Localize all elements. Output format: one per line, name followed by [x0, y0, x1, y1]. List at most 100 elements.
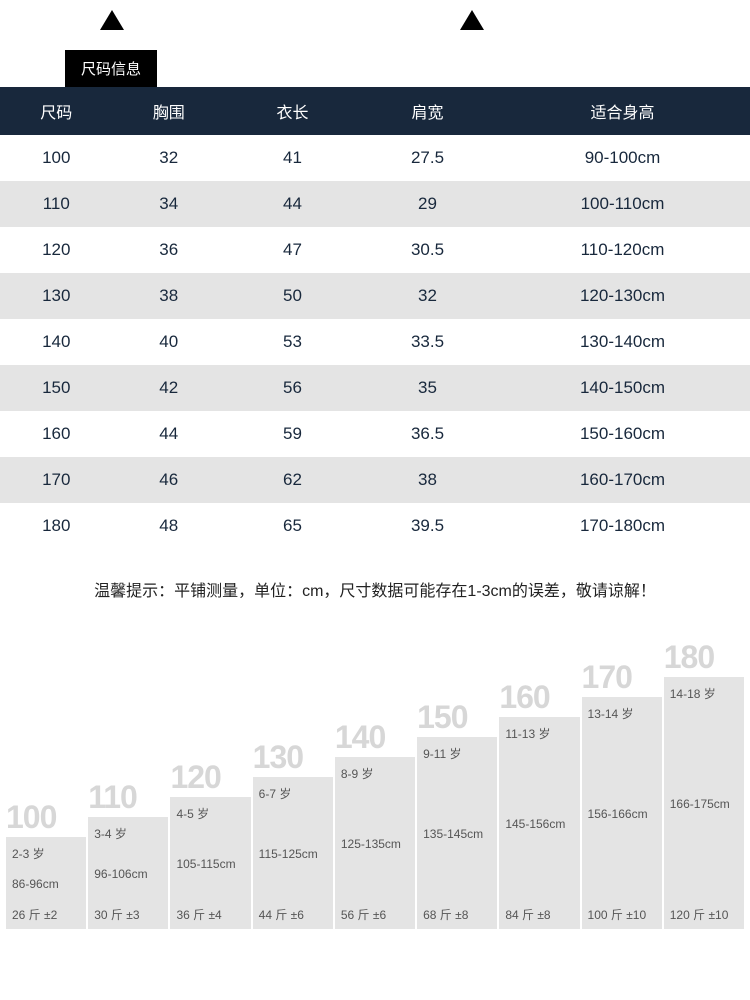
bar-height-label: 96-106cm	[94, 867, 162, 881]
table-cell: 42	[113, 365, 226, 411]
bar-height-label: 115-125cm	[259, 847, 327, 861]
bar-rect: 13-14 岁156-166cm100 斤 ±10	[582, 697, 662, 929]
bar-column: 110 3-4 岁 96-106cm 30 斤 ±3	[88, 781, 168, 929]
table-cell: 50	[225, 273, 360, 319]
bar-height-label: 166-175cm	[670, 797, 738, 811]
table-cell: 100-110cm	[495, 181, 750, 227]
table-cell: 170-180cm	[495, 503, 750, 549]
table-header-row: 尺码 胸围 衣长 肩宽 适合身高	[0, 87, 750, 135]
bar-weight-label: 68 斤 ±8	[423, 906, 491, 923]
col-header-chest: 胸围	[113, 87, 226, 135]
table-cell: 38	[113, 273, 226, 319]
table-cell: 35	[360, 365, 495, 411]
bar-size-label: 100	[6, 801, 86, 833]
table-cell: 34	[113, 181, 226, 227]
bar-rect: 9-11 岁 135-145cm 68 斤 ±8	[417, 737, 497, 929]
table-row: 120364730.5110-120cm	[0, 227, 750, 273]
bar-column: 1306-7 岁115-125cm44 斤 ±6	[253, 741, 333, 929]
table-cell: 39.5	[360, 503, 495, 549]
bar-column: 180 14-18 岁 166-175cm 120 斤 ±10	[664, 641, 744, 929]
bar-size-label: 150	[417, 701, 497, 733]
bar-column: 120 4-5 岁 105-115cm 36 斤 ±4	[170, 761, 250, 929]
table-cell: 160-170cm	[495, 457, 750, 503]
bar-age-label: 6-7 岁	[259, 785, 327, 802]
bar-size-label: 180	[664, 641, 744, 673]
table-cell: 36	[113, 227, 226, 273]
table-cell: 160	[0, 411, 113, 457]
table-cell: 110-120cm	[495, 227, 750, 273]
bar-rect: 11-13 岁 145-156cm 84 斤 ±8	[499, 717, 579, 929]
bar-rect: 14-18 岁 166-175cm 120 斤 ±10	[664, 677, 744, 929]
table-cell: 44	[225, 181, 360, 227]
size-bar-chart: 1002-3 岁86-96cm26 斤 ±21103-4 岁96-106cm30…	[0, 641, 750, 949]
table-cell: 33.5	[360, 319, 495, 365]
table-cell: 140	[0, 319, 113, 365]
top-arrows-row	[0, 0, 750, 50]
table-cell: 32	[113, 135, 226, 181]
bar-weight-label: 120 斤 ±10	[670, 906, 738, 923]
bar-age-label: 4-5 岁	[176, 805, 244, 822]
bar-rect: 8-9 岁 125-135cm 56 斤 ±6	[335, 757, 415, 929]
bar-weight-label: 84 斤 ±8	[505, 906, 573, 923]
table-row: 100324127.590-100cm	[0, 135, 750, 181]
table-cell: 120	[0, 227, 113, 273]
bar-size-label: 130	[253, 741, 333, 773]
bar-size-label: 120	[170, 761, 250, 793]
bar-size-label: 110	[88, 781, 168, 813]
col-header-length: 衣长	[225, 87, 360, 135]
table-cell: 120-130cm	[495, 273, 750, 319]
table-cell: 65	[225, 503, 360, 549]
bar-weight-label: 30 斤 ±3	[94, 906, 162, 923]
bar-weight-label: 56 斤 ±6	[341, 906, 409, 923]
table-cell: 100	[0, 135, 113, 181]
table-cell: 150	[0, 365, 113, 411]
table-cell: 44	[113, 411, 226, 457]
col-header-size: 尺码	[0, 87, 113, 135]
bar-weight-label: 26 斤 ±2	[12, 906, 80, 923]
bar-age-label: 13-14 岁	[588, 705, 656, 722]
size-table: 尺码 胸围 衣长 肩宽 适合身高 100324127.590-100cm1103…	[0, 87, 750, 549]
bar-height-label: 135-145cm	[423, 827, 491, 841]
bar-size-label: 140	[335, 721, 415, 753]
bar-height-label: 105-115cm	[176, 857, 244, 871]
bar-height-label: 145-156cm	[505, 817, 573, 831]
table-cell: 32	[360, 273, 495, 319]
table-cell: 48	[113, 503, 226, 549]
table-cell: 30.5	[360, 227, 495, 273]
bar-height-label: 86-96cm	[12, 877, 80, 891]
table-cell: 170	[0, 457, 113, 503]
bar-size-label: 170	[582, 661, 662, 693]
table-cell: 59	[225, 411, 360, 457]
bar-column: 170 13-14 岁156-166cm100 斤 ±10	[582, 661, 662, 929]
bar-rect: 6-7 岁115-125cm44 斤 ±6	[253, 777, 333, 929]
triangle-up-icon	[100, 10, 124, 30]
table-row: 150425635140-150cm	[0, 365, 750, 411]
bar-column: 1002-3 岁86-96cm26 斤 ±2	[6, 801, 86, 929]
table-cell: 29	[360, 181, 495, 227]
table-row: 170466238160-170cm	[0, 457, 750, 503]
bar-column: 140 8-9 岁 125-135cm 56 斤 ±6	[335, 721, 415, 929]
bar-rect: 2-3 岁86-96cm26 斤 ±2	[6, 837, 86, 929]
bar-weight-label: 36 斤 ±4	[176, 906, 244, 923]
bar-age-label: 9-11 岁	[423, 745, 491, 762]
bar-column: 160 11-13 岁 145-156cm 84 斤 ±8	[499, 681, 579, 929]
col-header-shoulder: 肩宽	[360, 87, 495, 135]
table-row: 140405333.5130-140cm	[0, 319, 750, 365]
bar-age-label: 3-4 岁	[94, 825, 162, 842]
measurement-note: 温馨提示：平铺测量，单位：cm，尺寸数据可能存在1-3cm的误差，敬请谅解！	[0, 549, 750, 641]
table-cell: 56	[225, 365, 360, 411]
bar-size-label: 160	[499, 681, 579, 713]
table-cell: 46	[113, 457, 226, 503]
table-cell: 47	[225, 227, 360, 273]
bar-weight-label: 100 斤 ±10	[588, 906, 656, 923]
table-cell: 110	[0, 181, 113, 227]
table-cell: 130-140cm	[495, 319, 750, 365]
table-cell: 180	[0, 503, 113, 549]
table-cell: 90-100cm	[495, 135, 750, 181]
bar-age-label: 11-13 岁	[505, 725, 573, 742]
bar-height-label: 125-135cm	[341, 837, 409, 851]
bar-age-label: 8-9 岁	[341, 765, 409, 782]
table-cell: 130	[0, 273, 113, 319]
bar-rect: 3-4 岁 96-106cm 30 斤 ±3	[88, 817, 168, 929]
bar-age-label: 14-18 岁	[670, 685, 738, 702]
